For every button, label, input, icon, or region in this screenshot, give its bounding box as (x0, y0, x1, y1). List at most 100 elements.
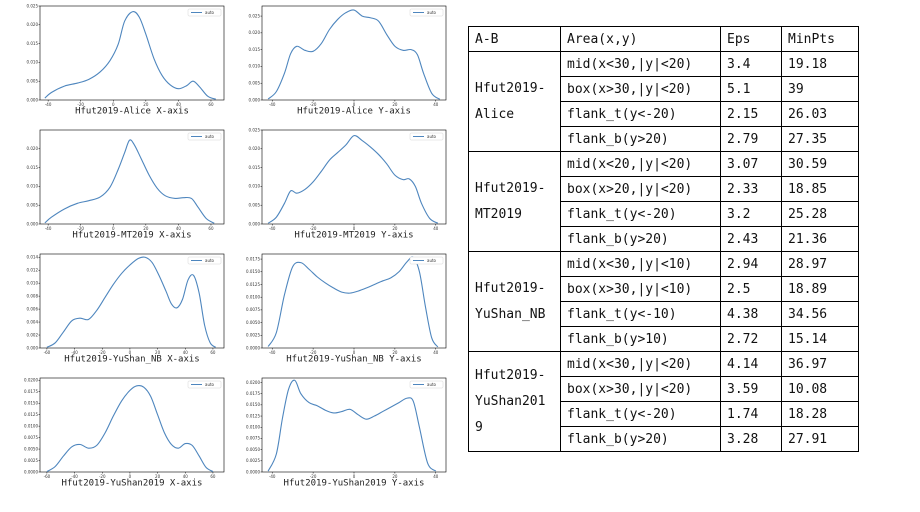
dbscan-parameter-table: A-B Area(x,y) Eps MinPts Hfut2019- Alice… (468, 26, 859, 452)
area-cell: flank_b(y>10) (560, 326, 721, 352)
x-tick-label: 0 (112, 102, 115, 107)
x-tick-label: -20 (99, 474, 106, 479)
y-tick-label: 0.012 (27, 268, 39, 273)
x-tick-label: -40 (71, 350, 78, 355)
y-tick-label: 0.0000 (24, 469, 38, 474)
axes-frame (261, 129, 447, 225)
y-tick-label: 0.000 (249, 97, 261, 102)
x-tick-label: 0 (353, 226, 356, 231)
eps-cell: 1.74 (720, 401, 782, 427)
table-row: Hfut2019- YuShan201 9 mid(x<30,|y|<20) 4.1… (468, 351, 859, 452)
x-tick-label: -40 (269, 350, 276, 355)
legend-label: auto (205, 134, 215, 139)
minpts-cell: 39 (781, 76, 859, 102)
x-tick-label: 40 (433, 350, 439, 355)
y-tick-label: 0.005 (249, 81, 261, 86)
table-row: flank_t(y<-20) 2.15 26.03 (469, 101, 859, 127)
x-tick-label: 0 (353, 102, 356, 107)
x-tick-label: 40 (433, 474, 439, 479)
legend-label: auto (205, 258, 215, 263)
minpts-cell: 18.89 (781, 276, 859, 302)
area-cell: flank_b(y>20) (560, 126, 721, 152)
eps-cell: 2.79 (720, 126, 782, 152)
eps-cell: 2.5 (720, 276, 782, 302)
kde-chart-svg: -40 -20 0 20 40 60 0.000 0.005 0.010 0.015 0.020 0.… (27, 3, 225, 117)
kde-chart-svg: -60 -40 -20 0 20 40 60 0.0000 0.0025 0.0050 0.0075… (24, 377, 225, 489)
x-tick-label: 0 (129, 350, 132, 355)
x-tick-label: -20 (310, 102, 317, 107)
y-tick-label: 0.025 (249, 13, 261, 18)
x-axis-label: Hfut2019-Alice X-axis (75, 107, 189, 117)
x-axis-label: Hfut2019-MT2019 Y-axis (294, 231, 413, 241)
dbscan-parameter-table-wrap: A-B Area(x,y) Eps MinPts Hfut2019- Alice… (468, 26, 859, 452)
table-row: box(x>30,|y|<10) 2.5 18.89 (469, 276, 859, 302)
x-tick-label: -60 (44, 350, 51, 355)
y-tick-label: 0.015 (249, 47, 261, 52)
x-tick-label: -40 (45, 102, 52, 107)
y-tick-label: 0.015 (27, 41, 39, 46)
axes-frame (39, 5, 225, 101)
x-tick-label: -40 (269, 474, 276, 479)
x-tick-label: -20 (99, 350, 106, 355)
y-tick-label: 0.005 (249, 203, 261, 208)
kde-chart-svg: -60 -40 -20 0 20 40 60 0.000 0.002 0.004 0.006 0.00… (27, 253, 225, 365)
kde-chart-svg: -40 -20 0 20 40 0.0000 0.0025 0.0050 0.0075 0.010… (246, 253, 447, 365)
y-tick-label: 0.005 (27, 203, 39, 208)
x-tick-label: -40 (269, 226, 276, 231)
eps-cell: 3.07 (720, 151, 782, 177)
eps-cell: 4.14 (720, 351, 782, 377)
x-tick-label: 40 (176, 226, 182, 231)
x-tick-label: -20 (77, 102, 84, 107)
area-cell: mid(x<30,|y|<10) (560, 251, 721, 277)
legend-label: auto (427, 382, 437, 387)
legend-label: auto (427, 10, 437, 15)
table-row: flank_b(y>20) 3.28 27.91 (469, 426, 859, 452)
x-tick-label: 40 (433, 226, 439, 231)
group-name-cell: Hfut2019- Alice (468, 51, 561, 152)
x-tick-label: 60 (210, 350, 216, 355)
legend-box (187, 256, 222, 265)
area-cell: mid(x<20,|y|<20) (560, 151, 721, 177)
legend-box (409, 256, 444, 265)
x-axis-label: Hfut2019-MT2019 X-axis (72, 231, 191, 241)
y-tick-label: 0.0175 (246, 391, 260, 396)
x-axis-label: Hfut2019-YuShan_NB Y-axis (286, 355, 421, 365)
minpts-cell: 34.56 (781, 301, 859, 327)
minpts-cell: 27.35 (781, 126, 859, 152)
y-tick-label: 0.000 (27, 345, 39, 350)
y-tick-label: 0.010 (27, 60, 39, 65)
y-tick-label: 0.0025 (24, 458, 38, 463)
y-tick-label: 0.006 (27, 306, 39, 311)
x-tick-label: 20 (392, 102, 398, 107)
kde-chart: -40 -20 0 20 40 0.000 0.005 0.010 0.015 0.020 0.02… (249, 2, 450, 117)
y-tick-label: 0.015 (27, 165, 39, 170)
y-tick-label: 0.002 (27, 332, 39, 337)
kde-chart: -40 -20 0 20 40 0.0000 0.0025 0.0050 0.0075 0.010… (246, 250, 450, 365)
x-axis-label: Hfut2019-Alice Y-axis (297, 107, 411, 117)
eps-cell: 3.28 (720, 426, 782, 452)
header-minpts: MinPts (781, 26, 859, 52)
x-tick-label: 40 (176, 102, 182, 107)
minpts-cell: 18.28 (781, 401, 859, 427)
x-axis-label: Hfut2019-YuShan2019 Y-axis (284, 479, 425, 489)
axes-frame (39, 377, 225, 473)
y-tick-label: 0.004 (27, 319, 39, 324)
y-tick-label: 0.0050 (246, 447, 260, 452)
table-row: flank_b(y>20) 2.43 21.36 (469, 226, 859, 252)
kde-chart: -40 -20 0 20 40 60 0.000 0.005 0.010 0.015 0.020 0.… (27, 2, 228, 117)
y-tick-label: 0.0000 (246, 345, 260, 350)
kde-series-line (267, 379, 437, 472)
x-tick-label: 60 (208, 102, 214, 107)
area-cell: box(x>30,|y|<20) (560, 76, 721, 102)
y-tick-label: 0.025 (249, 127, 261, 132)
x-tick-label: 0 (353, 350, 356, 355)
x-tick-label: 0 (112, 226, 115, 231)
y-tick-label: 0.014 (27, 255, 39, 260)
kde-chart: -40 -20 0 20 40 60 0.000 0.005 0.010 0.015 0.020 au… (27, 126, 228, 241)
y-tick-label: 0.0150 (24, 401, 38, 406)
group-name-cell: Hfut2019- YuShan_NB (468, 251, 561, 352)
minpts-cell: 15.14 (781, 326, 859, 352)
kde-chart-svg: -40 -20 0 20 40 0.000 0.005 0.010 0.015 0.020 0.02… (249, 127, 447, 241)
header-a-b: A-B (468, 26, 561, 52)
y-tick-label: 0.0075 (24, 435, 38, 440)
